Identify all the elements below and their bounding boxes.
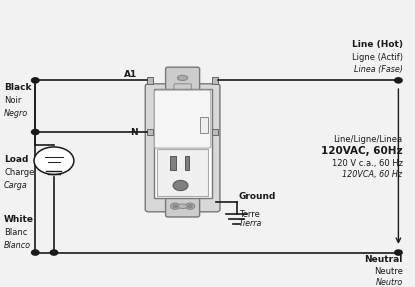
FancyBboxPatch shape [166,193,200,217]
Ellipse shape [178,75,188,81]
Bar [185,156,189,170]
Bar [212,77,218,84]
Circle shape [173,180,188,191]
Circle shape [32,129,39,135]
Text: Noir: Noir [4,96,22,105]
Text: Ligne (Actif): Ligne (Actif) [352,53,403,62]
Circle shape [32,78,39,83]
Circle shape [173,205,177,208]
Ellipse shape [178,204,187,208]
Text: Charge: Charge [4,168,34,177]
Bar [147,77,153,84]
Text: Tierra: Tierra [239,219,262,228]
FancyBboxPatch shape [145,84,220,212]
Bar [147,129,153,135]
Text: A1: A1 [124,70,137,79]
Circle shape [395,78,402,83]
Text: 120VAC, 60Hz: 120VAC, 60Hz [321,146,403,156]
Circle shape [34,147,74,174]
Bar [200,117,208,133]
Text: Linea (Fase): Linea (Fase) [354,65,403,73]
Text: Neutro: Neutro [375,278,403,287]
Bar [154,89,212,198]
Circle shape [171,203,180,210]
FancyBboxPatch shape [154,90,211,148]
Text: Blanc: Blanc [4,228,27,237]
Circle shape [32,250,39,255]
Text: N: N [130,127,137,137]
Circle shape [395,250,402,255]
FancyBboxPatch shape [174,84,191,91]
Text: 120VCA, 60 Hz: 120VCA, 60 Hz [342,170,403,179]
Bar [170,156,176,170]
Bar [157,149,208,196]
Circle shape [186,203,195,210]
Text: White: White [4,215,34,224]
Text: Ground: Ground [239,192,276,201]
Text: 120 V c.a., 60 Hz: 120 V c.a., 60 Hz [332,159,403,168]
Text: Line/Ligne/Linea: Line/Ligne/Linea [333,135,403,144]
Text: Black: Black [4,83,32,92]
Circle shape [188,205,192,208]
FancyBboxPatch shape [166,67,200,91]
Circle shape [50,250,58,255]
Text: Neutral: Neutral [364,255,403,264]
Bar [212,129,218,135]
Text: Neutre: Neutre [374,267,403,276]
Text: Line (Hot): Line (Hot) [352,40,403,49]
Text: Blanco: Blanco [4,241,31,250]
Text: Load: Load [4,155,29,164]
Text: Terre: Terre [239,210,259,218]
Text: Carga: Carga [4,181,28,190]
Text: Negro: Negro [4,109,28,118]
